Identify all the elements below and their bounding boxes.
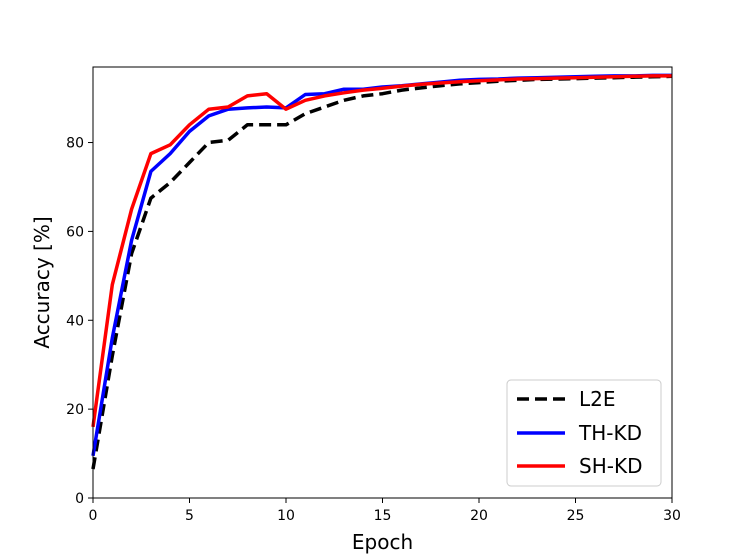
series-layer [91,73,673,470]
legend-label-th-kd: TH-KD [578,421,642,445]
x-tick-label: 15 [374,508,392,524]
y-tick-label: 0 [75,491,84,507]
ticks-layer: 0 5 10 15 20 25 30 0 20 40 60 80 [66,136,681,524]
y-tick-label: 20 [66,402,84,418]
plot-area-frame [92,66,673,499]
y-tick-label: 40 [66,313,84,329]
series-line-l2e [91,74,673,470]
x-tick-label: 10 [277,508,295,524]
y-tick-label: 60 [66,224,84,240]
x-axis-title: Epoch [352,530,413,554]
y-axis-title: Accuracy [%] [30,216,54,348]
y-tick-label: 80 [66,136,84,152]
x-tick-label: 5 [185,508,194,524]
x-tick-label: 0 [89,508,98,524]
series-line-sh-kd [91,74,672,428]
x-tick-label: 25 [567,508,585,524]
legend-label-l2e: L2E [579,387,616,411]
x-tick-label: 30 [663,508,681,524]
x-tick-label: 20 [470,508,488,524]
legend: L2E TH-KD SH-KD [506,379,662,487]
legend-label-sh-kd: SH-KD [579,454,642,478]
legend-box [506,379,662,487]
